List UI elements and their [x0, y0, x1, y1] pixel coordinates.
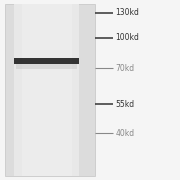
- Bar: [14, 4, 79, 176]
- Text: 55kd: 55kd: [115, 100, 134, 109]
- Bar: [16, 64, 77, 69]
- Text: 100kd: 100kd: [115, 33, 139, 42]
- Bar: [22, 4, 72, 176]
- Bar: [14, 58, 79, 64]
- Text: 130kd: 130kd: [115, 8, 139, 17]
- Text: 40kd: 40kd: [115, 129, 134, 138]
- Bar: [5, 4, 95, 176]
- Text: 70kd: 70kd: [115, 64, 134, 73]
